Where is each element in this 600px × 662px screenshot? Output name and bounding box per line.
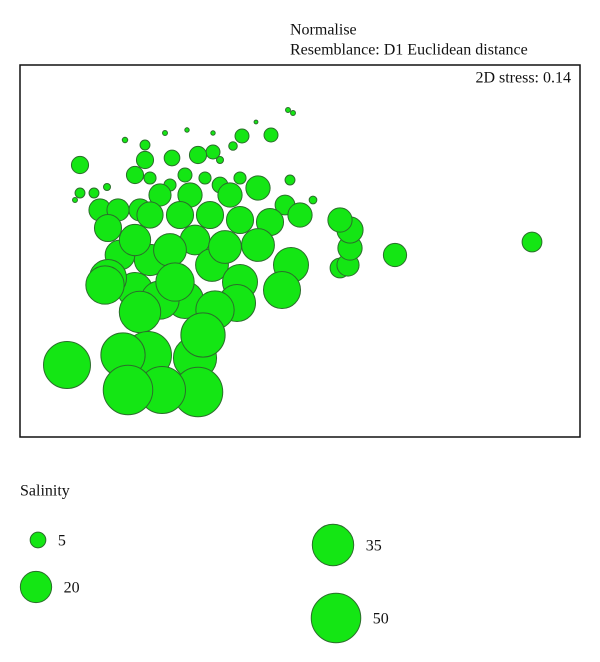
legend-label: 50 (373, 611, 389, 628)
bubble (103, 183, 111, 191)
bubble (162, 130, 168, 136)
bubble (284, 174, 296, 186)
legend-label: 20 (64, 580, 80, 597)
bubble (245, 175, 271, 201)
legend-bubble (310, 592, 362, 644)
bubble (228, 141, 238, 151)
legend-label: 5 (58, 533, 66, 550)
bubble (308, 195, 318, 205)
bubble (225, 205, 255, 235)
bubble (205, 144, 221, 160)
bubble (165, 200, 195, 230)
bubble (118, 290, 162, 334)
bubble (208, 230, 242, 264)
bubbles (43, 107, 543, 418)
bubble (135, 150, 155, 170)
bubble (125, 165, 145, 185)
bubble (93, 213, 123, 243)
bubble (102, 364, 154, 416)
bubble (263, 127, 279, 143)
note: Resemblance: D1 Euclidean distance (290, 42, 528, 59)
bubble (139, 139, 151, 151)
bubble (43, 341, 91, 389)
bubble (85, 265, 125, 305)
bubble (163, 149, 181, 167)
bubble (234, 128, 250, 144)
legend-title: Salinity (20, 483, 70, 500)
stress-annotation: 2D stress: 0.14 (475, 70, 571, 87)
bubble (118, 223, 152, 257)
bubble (217, 182, 243, 208)
legend-bubble (311, 523, 355, 567)
bubble (327, 207, 353, 233)
bubble (287, 202, 313, 228)
legend-bubble (29, 531, 47, 549)
bubble (121, 136, 129, 144)
legend: 5 20 35 50 (19, 523, 389, 644)
bubble (180, 312, 226, 358)
note: Normalise (290, 22, 357, 39)
legend-bubble (19, 570, 53, 604)
bubble (382, 242, 408, 268)
bubble (216, 156, 224, 164)
bubble (153, 233, 187, 267)
bubble (262, 270, 302, 310)
bubble (241, 228, 275, 262)
bubble (155, 262, 195, 302)
bubble (195, 200, 225, 230)
bubble (177, 167, 193, 183)
bubble (253, 119, 259, 125)
plot-frame (19, 64, 581, 438)
bubble (136, 201, 164, 229)
bubble (184, 127, 190, 133)
bubble (210, 130, 216, 136)
bubble (188, 145, 208, 165)
bubble (72, 197, 78, 203)
bubble (143, 171, 157, 185)
bubble (521, 231, 543, 253)
bubble (233, 171, 247, 185)
bubble (198, 171, 212, 185)
legend-label: 35 (366, 538, 382, 555)
bubble (290, 110, 296, 116)
bubble (88, 187, 100, 199)
bubble (70, 155, 90, 175)
bubble (74, 187, 86, 199)
bubble (285, 107, 291, 113)
